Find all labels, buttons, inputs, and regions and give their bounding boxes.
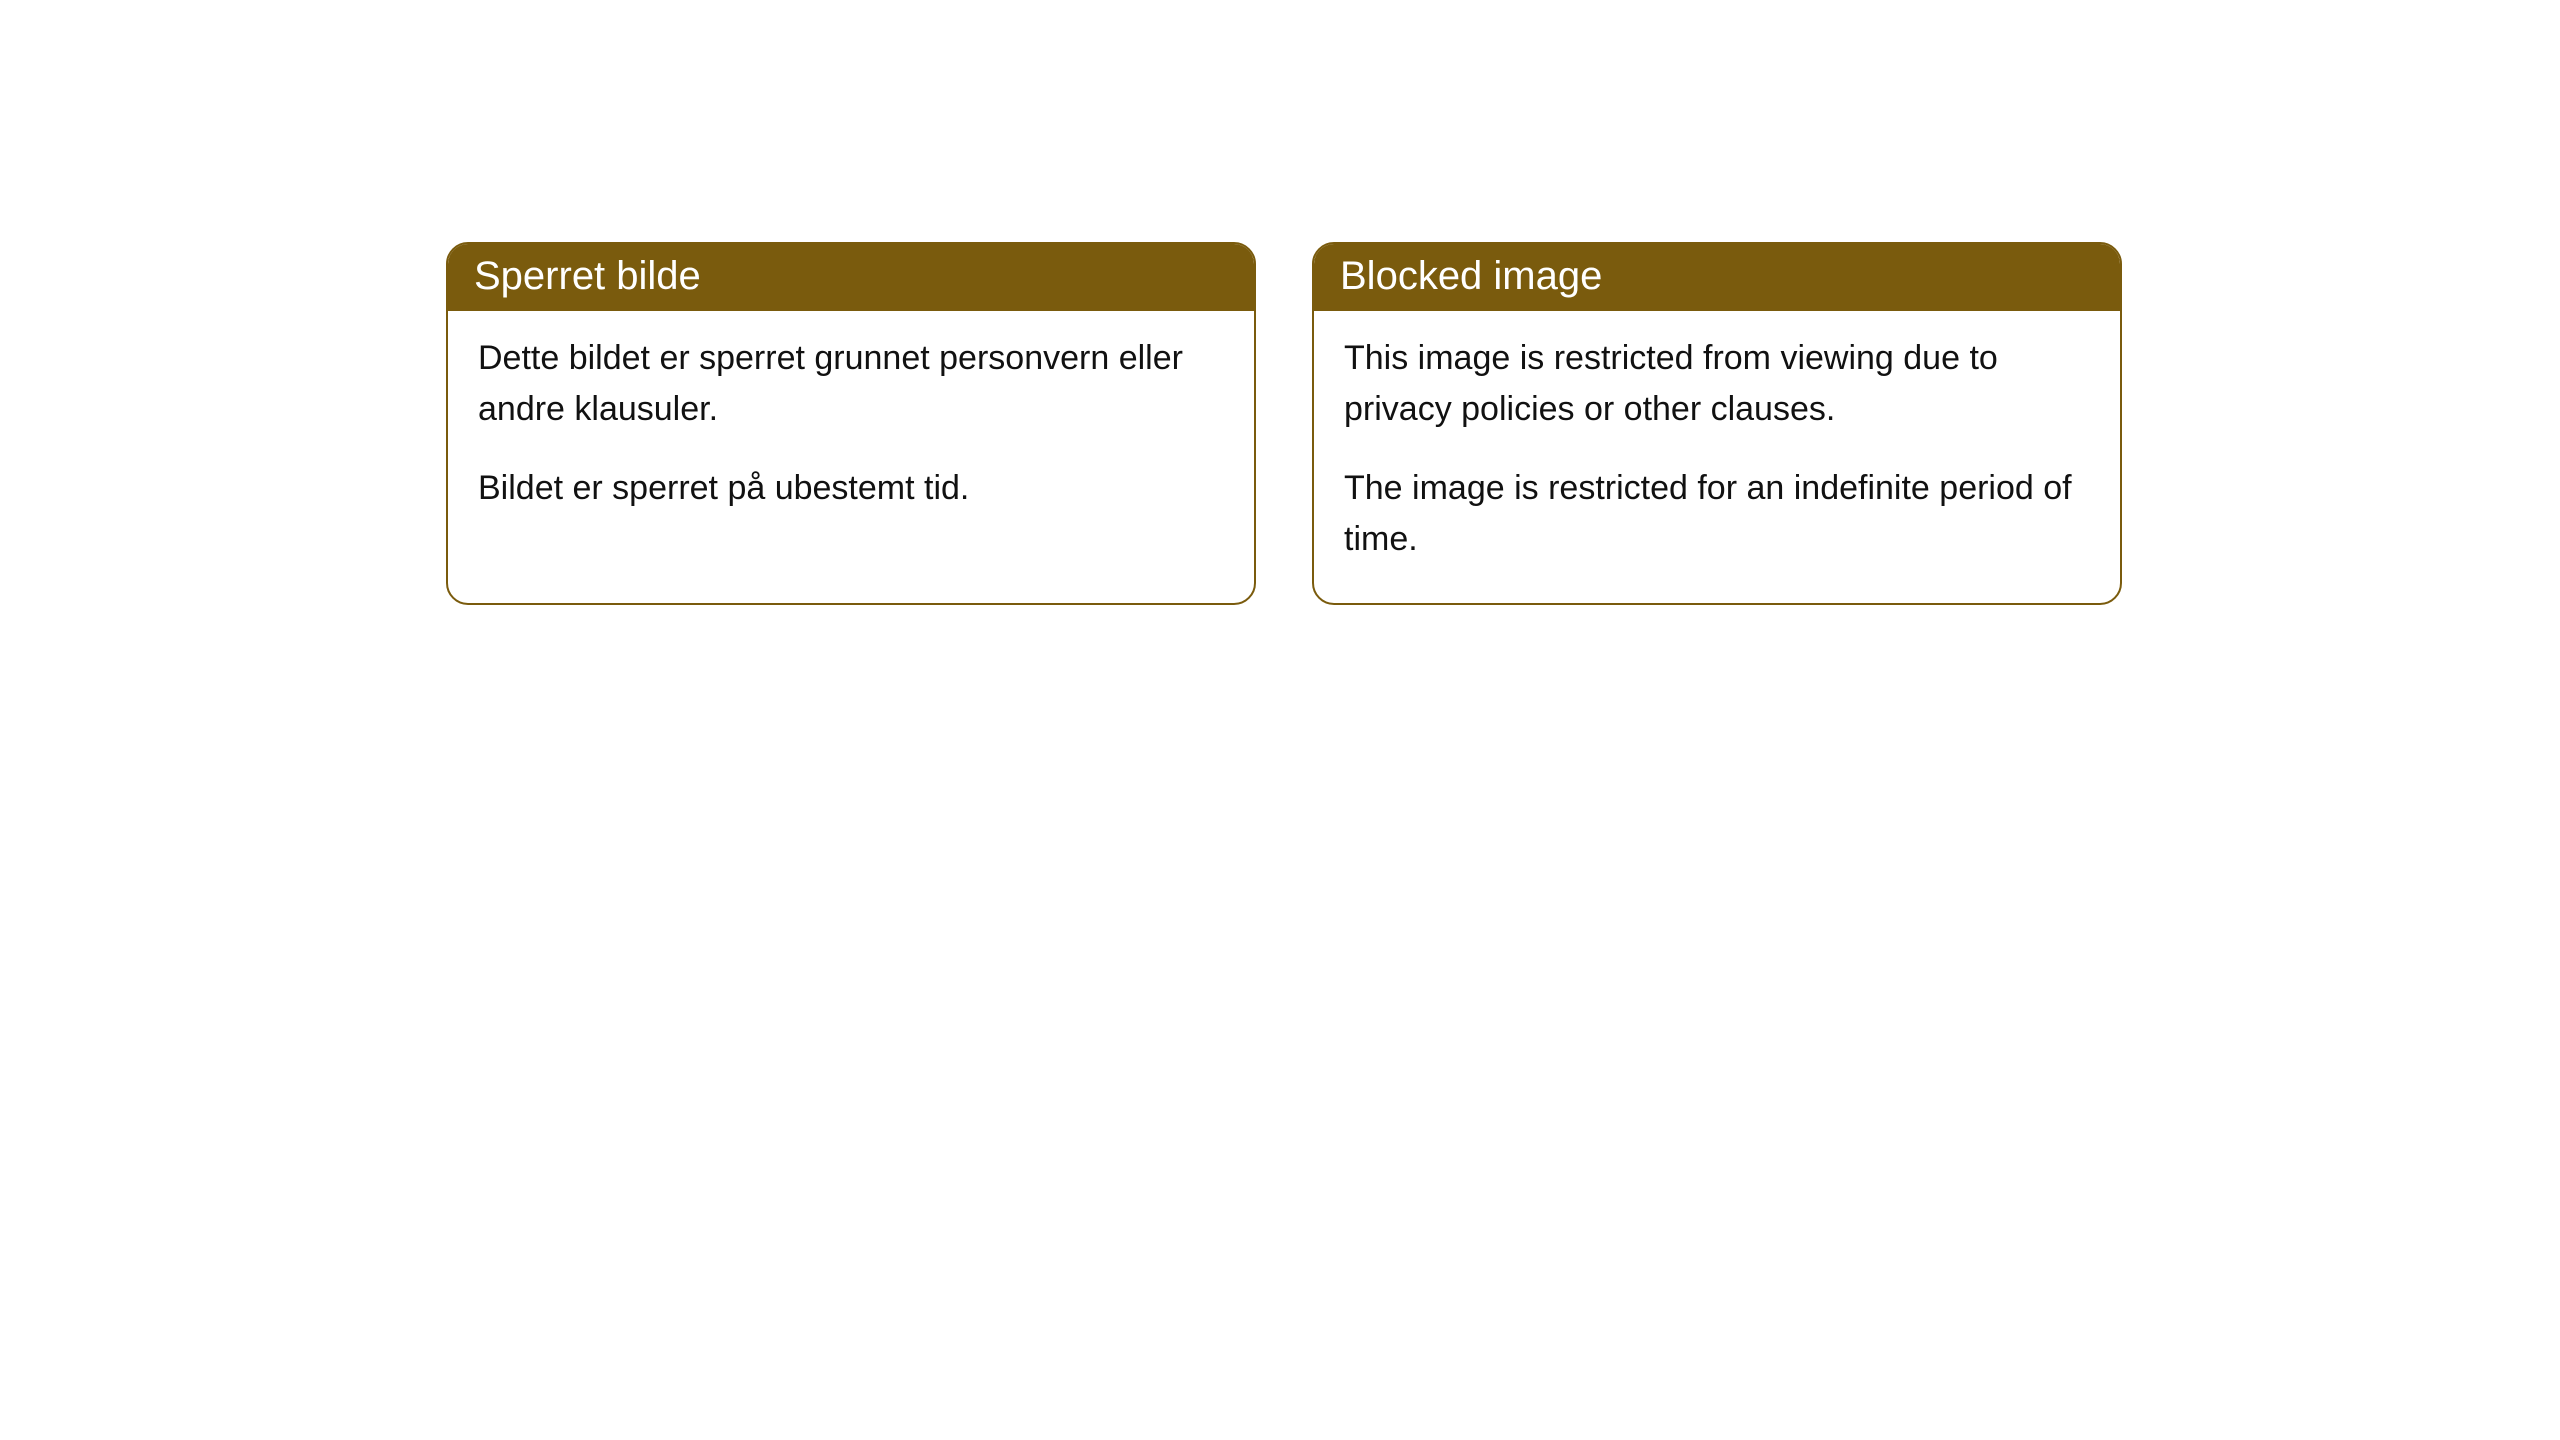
card-paragraph-1-english: This image is restricted from viewing du… (1344, 333, 2090, 435)
card-paragraph-2-english: The image is restricted for an indefinit… (1344, 463, 2090, 565)
card-body-english: This image is restricted from viewing du… (1314, 311, 2120, 603)
blocked-image-card-norwegian: Sperret bilde Dette bildet er sperret gr… (446, 242, 1256, 605)
card-paragraph-2-norwegian: Bildet er sperret på ubestemt tid. (478, 463, 1224, 514)
card-header-english: Blocked image (1314, 244, 2120, 311)
card-body-norwegian: Dette bildet er sperret grunnet personve… (448, 311, 1254, 552)
blocked-image-card-english: Blocked image This image is restricted f… (1312, 242, 2122, 605)
card-title-english: Blocked image (1340, 254, 1602, 298)
cards-container: Sperret bilde Dette bildet er sperret gr… (0, 0, 2560, 605)
card-header-norwegian: Sperret bilde (448, 244, 1254, 311)
card-title-norwegian: Sperret bilde (474, 254, 701, 298)
card-paragraph-1-norwegian: Dette bildet er sperret grunnet personve… (478, 333, 1224, 435)
